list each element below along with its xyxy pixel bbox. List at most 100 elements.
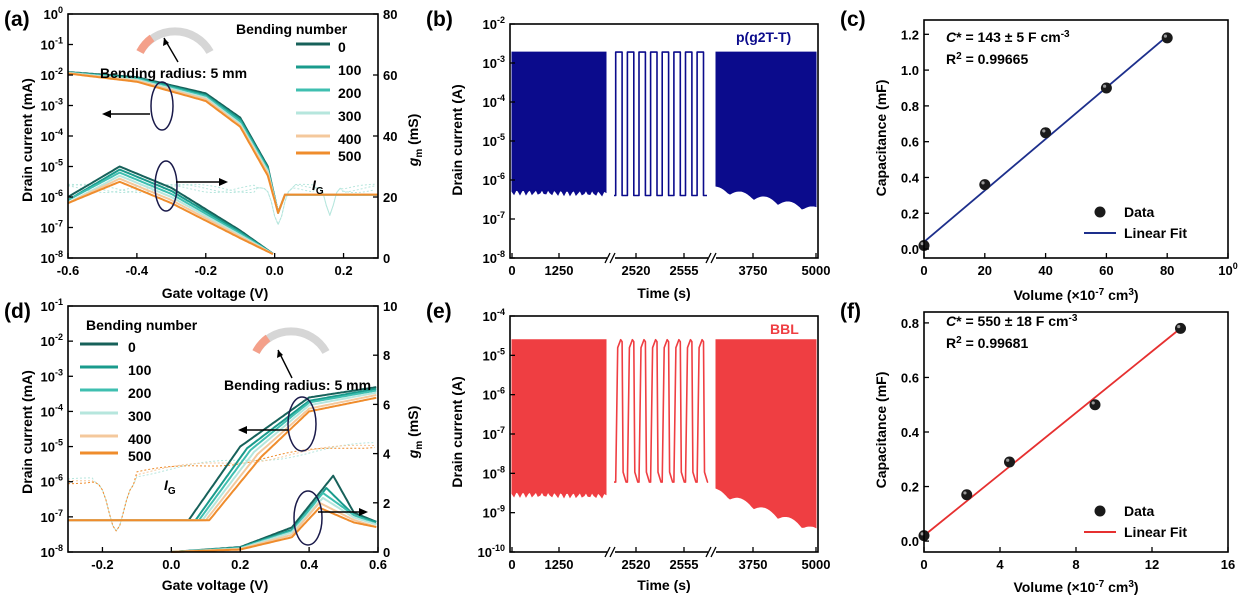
f-ytick-label: 0.0 [901,534,919,549]
e-xtick-label: 1250 [545,557,574,572]
b-axis-break-mark [705,252,712,264]
a-bend-pointer-head [163,38,169,46]
c-ytick-label: 0.6 [901,135,919,150]
c-data-point [1161,32,1173,44]
a-ytick-label: 40 [383,129,397,144]
a-bending-radius-text: Bending radius: 5 mm [100,65,247,81]
e-ytick-label: 10-10 [478,543,505,560]
a-ytick-label: 60 [383,68,397,83]
d-xtick-label: 0.4 [300,557,319,572]
c-xtick-label: 0 [920,263,927,278]
c-ylabel: Capacitance (mF) [873,80,889,197]
a-ytick-label: 100 [44,5,63,22]
b-ytick-label: 10-3 [483,54,505,71]
e-pulse-block-left [511,339,607,499]
c-ytick-label: 1.0 [901,63,919,78]
f-data-point [961,489,973,501]
c-plot-frame [923,19,1229,259]
a-legend-300: 300 [338,108,362,124]
a-legend-title: Bending number [236,21,348,37]
f-ytick-label: 0.4 [901,425,920,440]
d-ytick-label: 4 [383,447,391,462]
e-material-label: BBL [770,321,799,337]
b-axis-break-gap [607,252,615,264]
d-ellipse-transfer [287,396,317,452]
b-pulse-zoom-trace [614,51,707,197]
b-xtick-label: 2520 [622,263,651,278]
f-ytick-label: 0.2 [901,480,919,495]
a-gm-curve-300 [67,174,274,255]
b-ytick-label: 10-7 [483,210,505,227]
b-ytick-label: 10-4 [483,93,505,110]
panel-label-e: (e) [426,300,452,323]
f-legend-fit: Linear Fit [1124,524,1187,540]
d-ytick-label: 10 [383,299,397,314]
b-material-label: p(g2T-T) [736,29,791,45]
e-ytick-label: 10-6 [483,386,505,403]
e-ytick-label: 10-4 [483,307,505,324]
d-ytick-label: 10-7 [41,508,63,525]
plot-data-layer [67,27,1186,553]
c-xtick-label: 20 [978,263,992,278]
a-bend-arc-tip [136,34,155,55]
a-ytick-label: 10-2 [41,66,63,83]
e-xtick-label: 2520 [622,557,651,572]
f-fit-line [923,327,1182,537]
f-data-point-highlight [1177,324,1181,329]
panel-label-a: (a) [4,8,30,31]
c-fit-line [923,35,1168,243]
b-xtick-label: 0 [508,263,515,278]
b-ytick-label: 10-2 [483,15,505,32]
c-data-point-highlight [1042,129,1046,133]
a-ytick-label: 0 [383,251,390,266]
a-xtick-label: 0.2 [335,263,353,278]
b-ytick-label: 10-6 [483,171,505,188]
d-gm-curve-500 [171,506,377,553]
a-ytick-label: 10-6 [41,188,63,205]
f-xtick-label: 8 [1072,557,1079,572]
f-data-point [1089,399,1101,411]
b-ytick-label: 10-5 [483,132,505,149]
e-axis-break-mark [609,546,616,558]
c-legend-fit: Linear Fit [1124,225,1187,241]
a-ellipse-transfer [150,81,174,131]
a-gm-curve-100 [67,168,274,255]
c-xtick-label: 80 [1160,263,1174,278]
c-r2-text: R2 = 0.99665 [946,51,1028,67]
d-ytick-label: 10-1 [41,297,63,314]
a-ytick-label: 10-5 [41,158,63,175]
panel-label-d: (d) [4,300,31,323]
plot-frames-layer [67,13,1229,558]
a-xtick-label: 0.0 [266,263,284,278]
a-gm-curve-500 [67,180,274,256]
e-axis-break-gap [708,546,716,558]
d-legend-100: 100 [128,362,152,378]
f-data-point-highlight [1091,401,1095,405]
b-axis-break-mark [604,252,611,264]
a-ellipse-gm [154,160,178,212]
d-legend-300: 300 [128,408,152,424]
e-xtick-label: 2555 [670,557,699,572]
a-transfer-curve-500 [67,72,378,214]
e-axis-break-mark [705,546,712,558]
b-xtick-label: 3750 [739,263,768,278]
a-gm-curve-0 [67,165,274,255]
b-xtick-label: 5000 [802,263,831,278]
c-xtick-label: 40 [1038,263,1052,278]
a-ytick-label: 10-7 [41,219,63,236]
c-data-point [1040,127,1052,139]
f-legend-data-marker [1094,505,1106,517]
d-xtick-label: -0.2 [91,557,113,572]
c-ytick-label: 0.0 [901,242,919,257]
f-cstar-text: C* = 550 ± 18 F cm-3 [946,313,1078,329]
d-xtick-label: 0.0 [162,557,180,572]
b-pulse-block-right [715,51,817,210]
d-ylabel-left: Drain current (mA) [19,370,35,494]
e-pulse-zoom-trace [614,338,709,483]
a-ytick-label: 10-8 [41,249,63,266]
b-xlabel: Time (s) [637,285,690,301]
b-ytick-label: 10-8 [483,249,505,266]
e-axis-break-mark [710,546,717,558]
b-ylabel: Drain current (A) [449,84,465,195]
